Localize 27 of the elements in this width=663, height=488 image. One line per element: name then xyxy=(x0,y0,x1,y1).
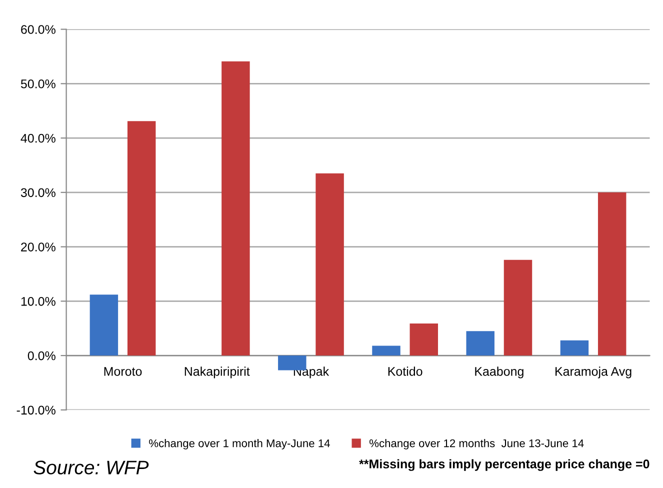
source-note: Source: WFP xyxy=(34,460,149,474)
bar xyxy=(560,340,589,356)
x-tick-label: Moroto xyxy=(104,367,142,376)
y-tick-label: 30.0% xyxy=(20,188,56,198)
bar xyxy=(372,346,400,356)
y-tick-label: 10.0% xyxy=(21,296,56,306)
bar xyxy=(598,192,626,356)
y-tick-label: 60.0% xyxy=(21,25,56,34)
y-tick-label: -10.0% xyxy=(16,406,56,415)
x-tick-label: Kotido xyxy=(388,366,422,376)
x-tick-label: Karamoja Avg xyxy=(556,366,632,378)
y-tick-label: 40.0% xyxy=(20,134,56,143)
bar xyxy=(222,61,250,356)
y-tick-label: 50.0% xyxy=(20,79,56,88)
bar xyxy=(90,294,118,356)
text: **Missing bars imply percentage price change =0 xyxy=(359,459,650,471)
legend-label: %change over 1 month May-June 14 xyxy=(149,439,330,450)
bar xyxy=(410,323,438,356)
bar xyxy=(504,260,532,356)
y-tick-label: 20.0% xyxy=(21,242,56,252)
bar xyxy=(127,121,156,356)
bar xyxy=(316,173,344,356)
y-tick-label: 0.0% xyxy=(28,351,56,360)
bar xyxy=(466,331,494,356)
x-tick-label: Kaabong xyxy=(475,366,524,378)
x-tick-label: Nakapiripirit xyxy=(184,366,250,378)
legend-label: %change over 12 months June 13-June 14 xyxy=(370,439,584,450)
